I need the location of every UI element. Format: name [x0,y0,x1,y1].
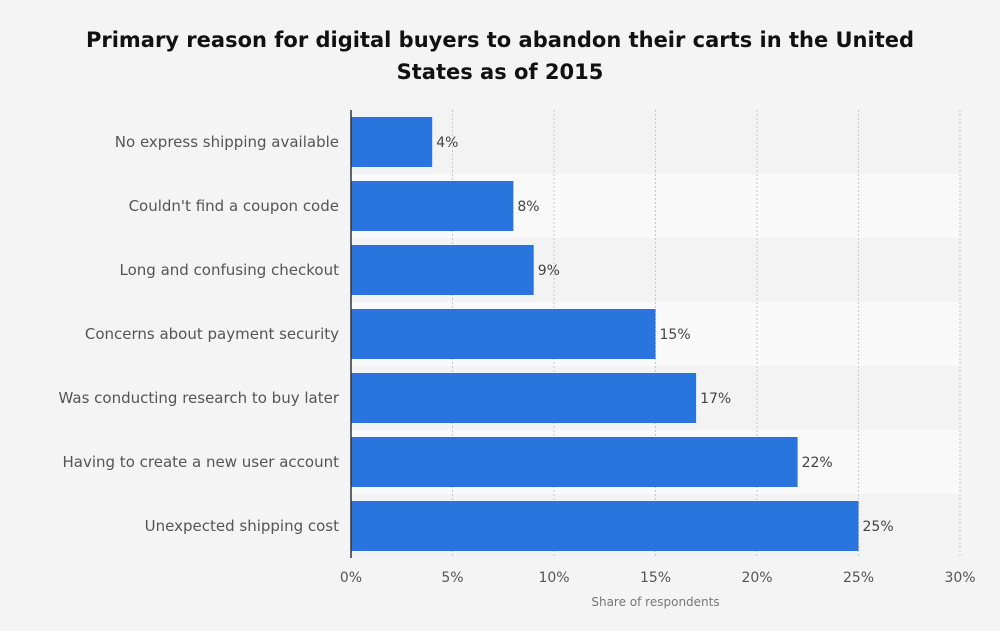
chart-title: Primary reason for digital buyers to aba… [85,28,915,84]
category-label: No express shipping available [115,133,339,151]
bar [351,117,433,167]
category-label: Unexpected shipping cost [145,517,339,535]
x-tick-label: 15% [640,570,671,586]
category-label: Having to create a new user account [63,453,340,471]
category-label: Couldn't find a coupon code [129,197,339,215]
category-label: Concerns about payment security [85,325,339,343]
data-label: 22% [802,455,833,471]
bar [351,181,514,231]
data-label: 15% [660,327,691,343]
category-label: Was conducting research to buy later [59,389,340,407]
x-tick-label: 25% [843,570,874,586]
x-tick-label: 10% [538,570,569,586]
data-label: 25% [863,519,894,535]
data-label: 4% [436,135,458,151]
x-tick-label: 20% [741,570,772,586]
x-tick-label: 5% [441,570,463,586]
x-axis-title: Share of respondents [591,595,719,609]
x-tick-label: 30% [944,570,975,586]
bar [351,309,656,359]
data-label: 17% [700,391,731,407]
x-tick-label: 0% [340,570,362,586]
bar [351,373,697,423]
data-label: 9% [538,263,560,279]
category-label: Long and confusing checkout [120,261,340,279]
bar [351,245,534,295]
bar [351,437,798,487]
bar [351,501,859,551]
data-label: 8% [517,199,539,215]
